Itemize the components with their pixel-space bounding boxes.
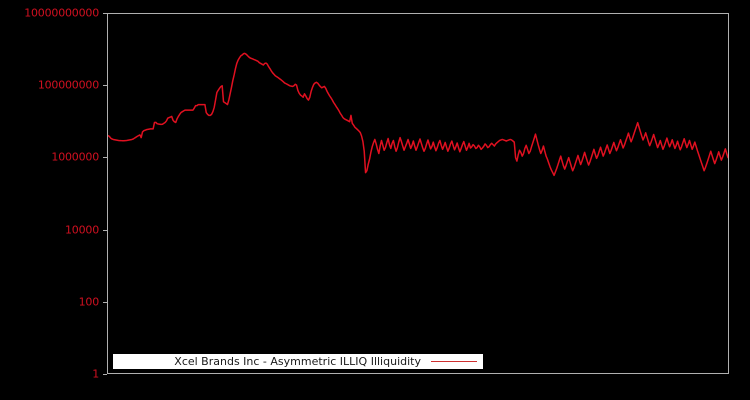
legend-label: Xcel Brands Inc - Asymmetric ILLIQ Illiq… [174,355,421,368]
y-tick-label: 1 [92,367,99,381]
line-series-svg [108,14,728,373]
y-tick-label: 100000000 [37,78,99,92]
y-tick-label: 10000000000 [24,6,99,20]
y-tick-label: 100 [78,295,100,309]
y-tick-mark [103,85,107,87]
y-tick-mark [103,301,107,303]
series-line-xcel-brands-illiq [108,53,728,175]
y-tick-mark [103,374,107,375]
y-tick-mark [103,13,107,14]
y-tick-label: 1000000 [51,150,99,164]
plot-area [107,13,729,374]
y-axis: 1 100 10000 1000000 100000000 10000000000 [0,0,107,400]
y-tick-label: 10000 [65,223,99,237]
y-tick-mark [103,229,107,231]
y-tick-mark [103,157,107,159]
legend-line-sample [431,361,477,362]
chart-legend: Xcel Brands Inc - Asymmetric ILLIQ Illiq… [113,354,483,369]
